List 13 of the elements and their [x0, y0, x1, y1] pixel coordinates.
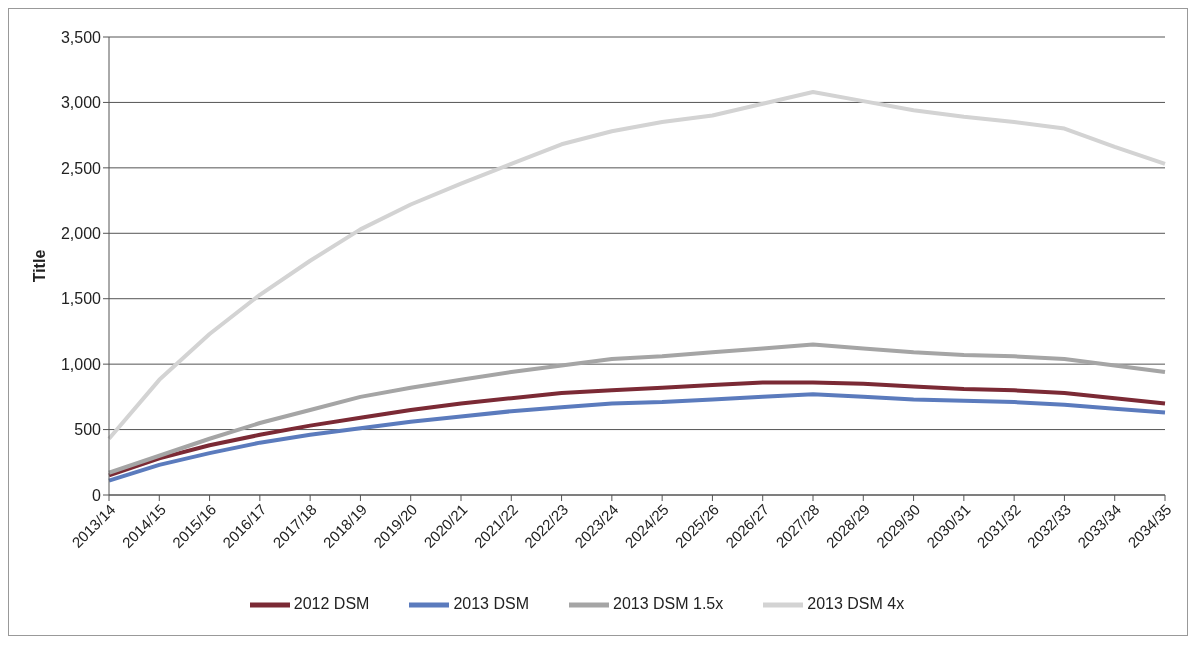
y-tick-label: 2,000 — [60, 224, 102, 242]
y-tick-label: 1,000 — [60, 355, 102, 373]
y-tick-label: 1,500 — [60, 290, 102, 308]
legend-label: 2013 DSM — [453, 595, 529, 613]
y-tick-label: 2,500 — [60, 159, 102, 177]
y-tick-label: 500 — [74, 421, 102, 439]
y-tick-label: 3,500 — [60, 28, 102, 46]
legend-label: 2013 DSM 1.5x — [612, 595, 724, 613]
y-tick-label: 3,000 — [60, 94, 102, 112]
legend-label: 2013 DSM 4x — [807, 595, 905, 613]
legend-label: 2012 DSM — [293, 595, 370, 613]
y-axis-title: Title — [30, 249, 48, 283]
y-tick-label: 0 — [92, 486, 102, 504]
